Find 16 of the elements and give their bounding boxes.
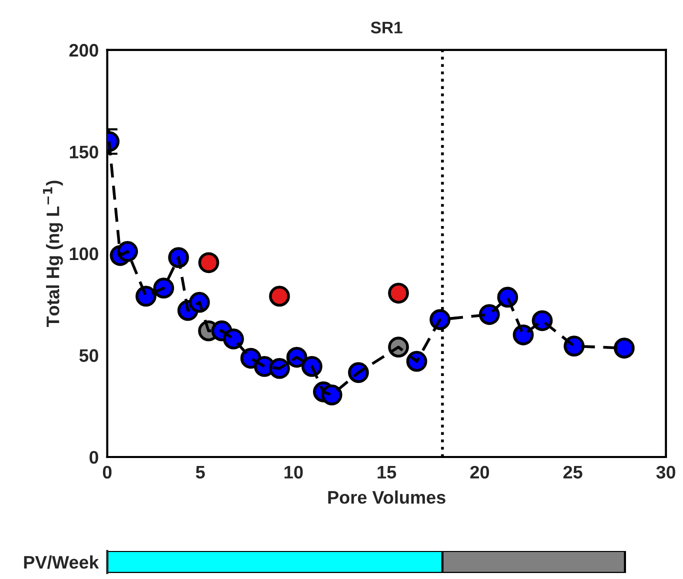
x-axis-title: Pore Volumes [328, 490, 446, 504]
x-tick-label: 30 [656, 466, 676, 479]
x-tick-label: 5 [196, 466, 205, 479]
y-tick-label: 100 [70, 247, 98, 260]
y-tick-label: PV/Week [24, 555, 99, 569]
x-tick-label: 20 [470, 466, 489, 479]
x-tick-label: 0 [102, 466, 112, 479]
chart-title: SR1 [370, 22, 402, 34]
x-tick-label: 25 [563, 466, 582, 479]
y-tick-label: 150 [70, 146, 98, 158]
y-tick-label: 50 [79, 349, 98, 362]
y-axis-title: Total Hg (ng L$^{−1}$) [43, 180, 63, 328]
x-tick-label: 15 [378, 466, 396, 479]
y-tick-label: 200 [69, 44, 98, 57]
y-tick-label: 0 [90, 450, 98, 464]
x-tick-label: 10 [284, 466, 303, 479]
